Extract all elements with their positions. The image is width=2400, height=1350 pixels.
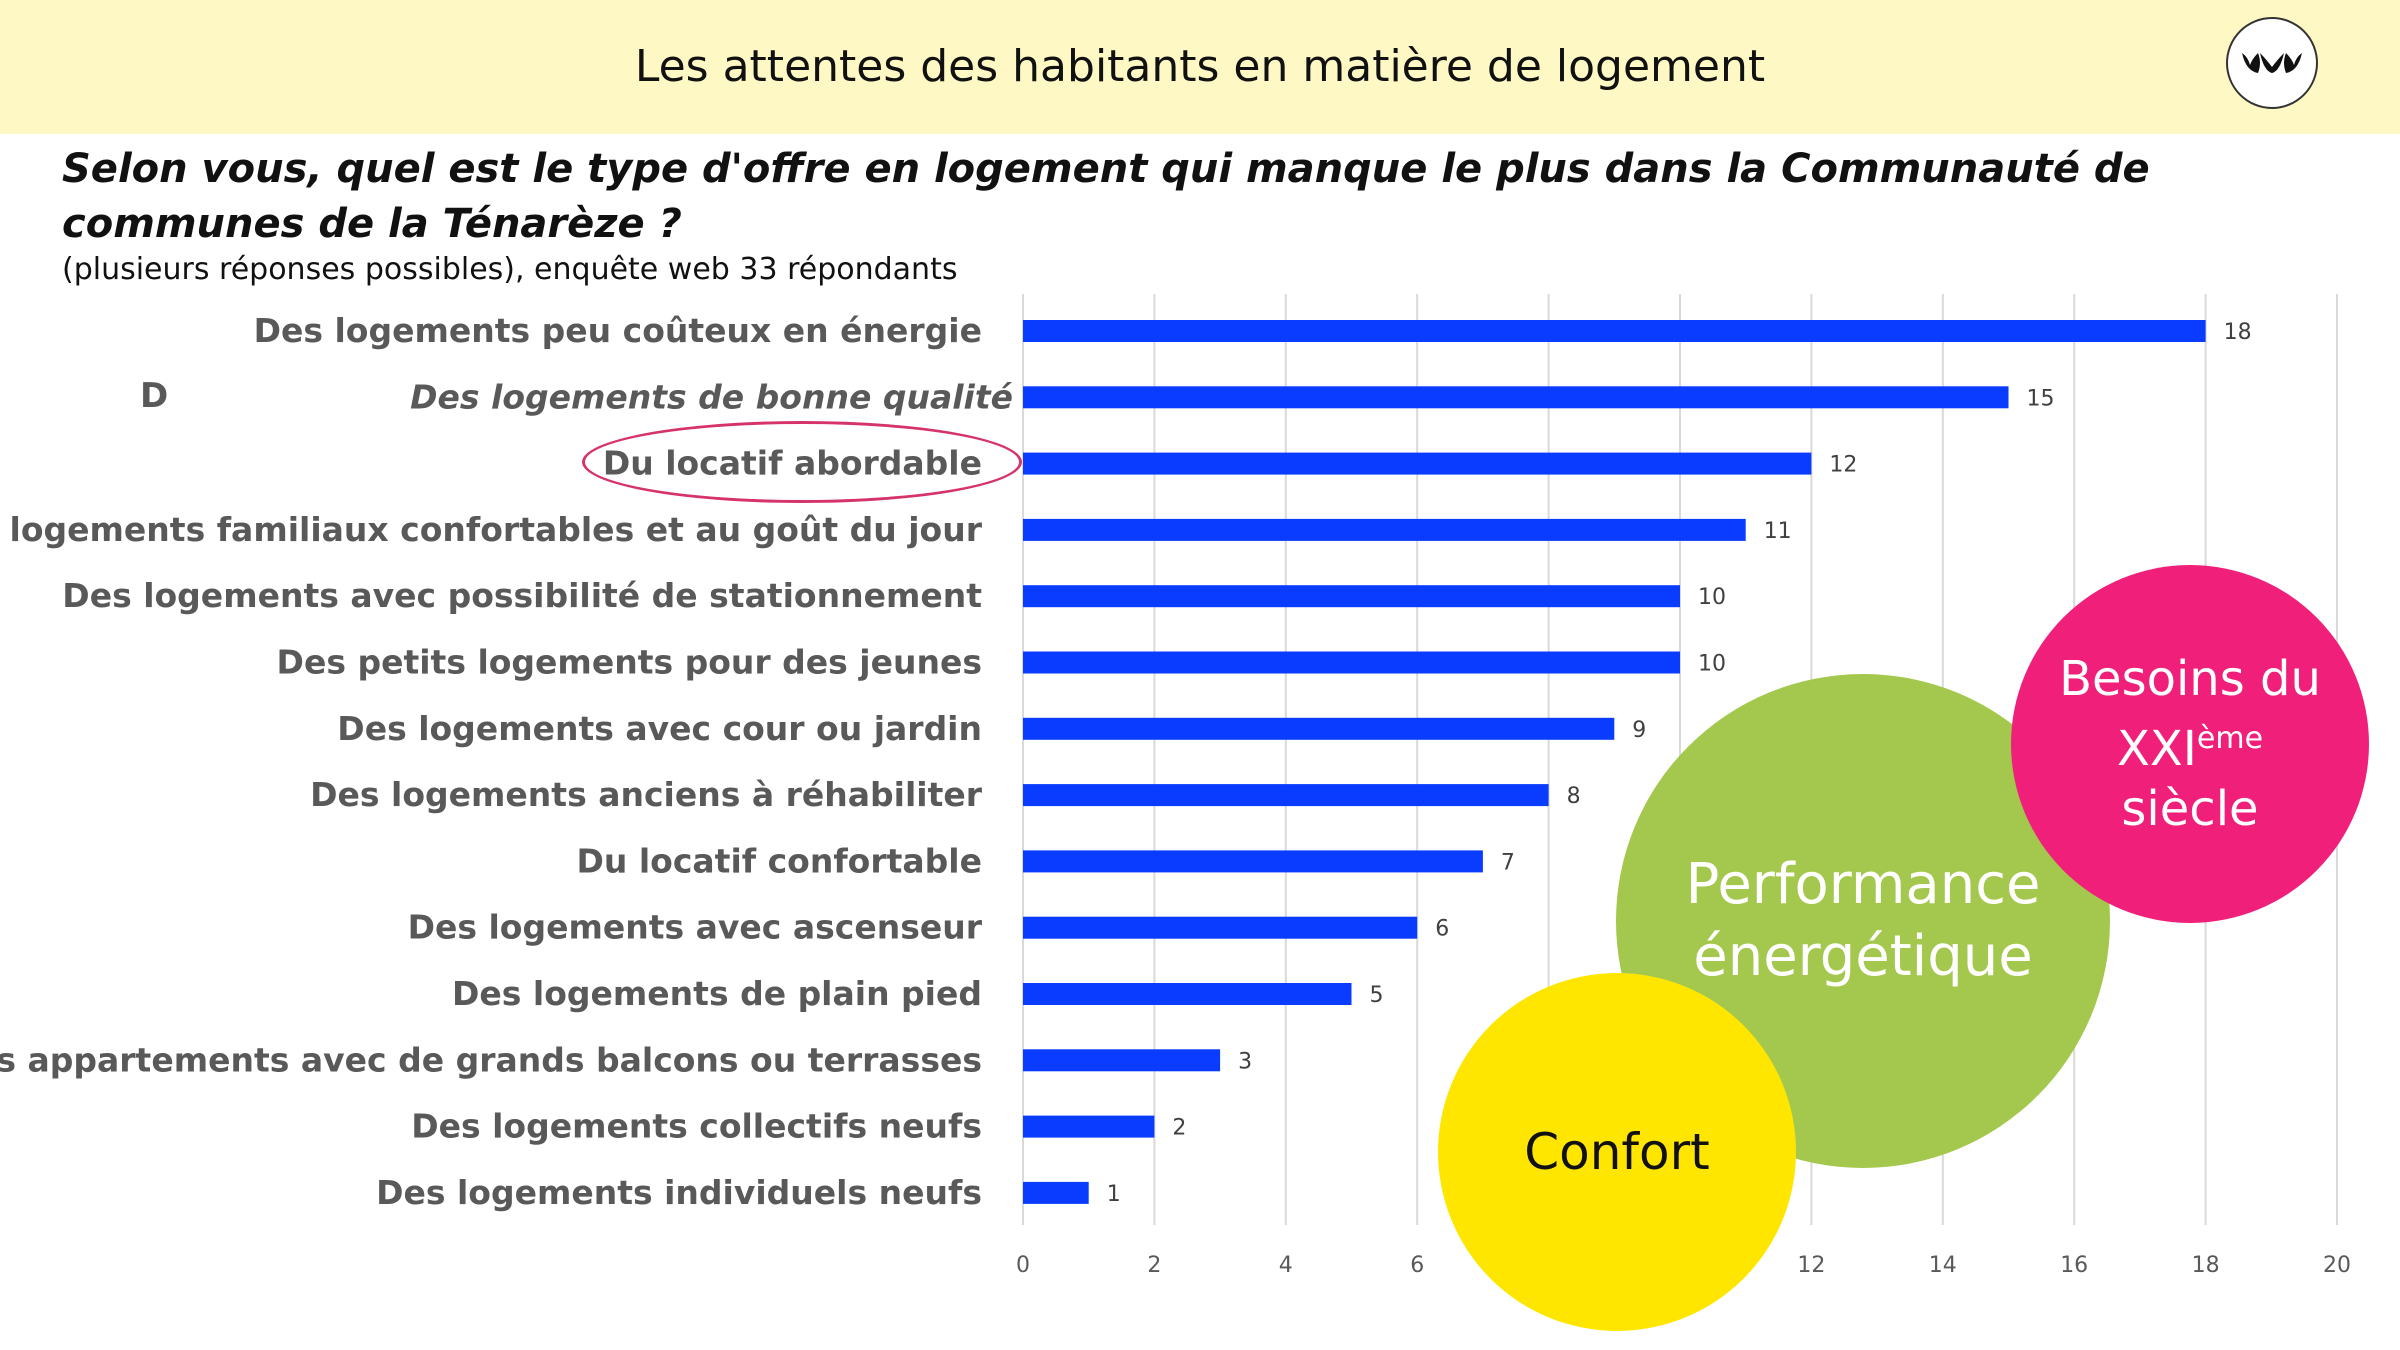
bubble-xxi-century: Besoins du XXIème siècle bbox=[2011, 565, 2369, 923]
x-tick-label: 4 bbox=[1279, 1253, 1293, 1278]
category-label: Des appartements avec de grands balcons … bbox=[0, 1040, 982, 1079]
header-bar: Les attentes des habitants en matière de… bbox=[0, 0, 2400, 134]
category-label: Des logements familiaux confortables et … bbox=[0, 510, 983, 549]
data-label: 18 bbox=[2224, 320, 2252, 345]
data-label: 6 bbox=[1435, 917, 1449, 942]
data-label: 8 bbox=[1567, 784, 1581, 809]
bubble-confort-text: Confort bbox=[1524, 1123, 1710, 1181]
bubble-xxi-sup: ème bbox=[2196, 721, 2264, 756]
page-title: Les attentes des habitants en matière de… bbox=[634, 41, 1766, 92]
x-tick-label: 20 bbox=[2323, 1253, 2351, 1278]
tulip-logo-icon bbox=[2226, 17, 2318, 109]
bar bbox=[1023, 518, 1746, 541]
bar bbox=[1023, 320, 2206, 342]
category-label: Des logements individuels neufs bbox=[376, 1173, 982, 1212]
bubble-xxi-line1: Besoins du bbox=[2059, 651, 2321, 707]
bar bbox=[1023, 651, 1680, 674]
bar bbox=[1023, 452, 1812, 475]
bar bbox=[1023, 1181, 1089, 1204]
x-tick-label: 16 bbox=[2060, 1253, 2088, 1278]
bubble-performance-text: Performance énergétique bbox=[1685, 852, 2041, 989]
bar bbox=[1023, 916, 1418, 939]
category-label: Du locatif confortable bbox=[576, 841, 982, 880]
bar bbox=[1023, 850, 1483, 873]
category-label: Des petits logements pour des jeunes bbox=[277, 643, 982, 682]
category-label: Des logements anciens à réhabiliter bbox=[310, 775, 983, 814]
bubble-xxi-line3: siècle bbox=[2121, 781, 2259, 837]
data-label: 11 bbox=[1764, 519, 1792, 544]
bubble-xxi-line2: XXI bbox=[2116, 721, 2197, 777]
data-label: 1 bbox=[1107, 1182, 1121, 1207]
highlight-ellipse bbox=[582, 421, 1022, 503]
x-tick-label: 2 bbox=[1147, 1253, 1161, 1278]
bar bbox=[1023, 1049, 1221, 1072]
category-label: Des logements avec cour ou jardin bbox=[337, 709, 982, 748]
category-label: Des logements de plain pied bbox=[452, 974, 982, 1013]
bubble-xxi-text: Besoins du XXIème siècle bbox=[2059, 649, 2321, 839]
x-tick-label: 0 bbox=[1016, 1253, 1030, 1278]
data-label: 2 bbox=[1172, 1116, 1186, 1141]
survey-subtitle: (plusieurs réponses possibles), enquête … bbox=[62, 252, 958, 287]
bubble-confort: Confort bbox=[1438, 973, 1796, 1331]
category-label: Des logements peu coûteux en énergie bbox=[254, 311, 982, 350]
x-tick-label: 14 bbox=[1929, 1253, 1957, 1278]
x-tick-label: 12 bbox=[1797, 1253, 1825, 1278]
bar bbox=[1023, 386, 2009, 409]
data-label: 12 bbox=[1829, 453, 1857, 478]
category-label: Des logements collectifs neufs bbox=[411, 1107, 982, 1146]
bar bbox=[1023, 983, 1352, 1005]
data-label: 7 bbox=[1501, 850, 1515, 875]
ghost-letter: D bbox=[140, 376, 169, 416]
bar bbox=[1023, 717, 1615, 740]
bar bbox=[1023, 585, 1680, 608]
data-label: 9 bbox=[1632, 718, 1646, 743]
data-label: 5 bbox=[1370, 983, 1384, 1008]
x-tick-label: 18 bbox=[2192, 1253, 2220, 1278]
data-label: 15 bbox=[2027, 386, 2055, 411]
data-label: 10 bbox=[1698, 585, 1726, 610]
survey-question: Selon vous, quel est le type d'offre en … bbox=[62, 146, 2150, 247]
category-label: Des logements de bonne qualité bbox=[410, 377, 1013, 416]
x-tick-label: 6 bbox=[1410, 1253, 1424, 1278]
bar bbox=[1023, 1115, 1155, 1138]
category-label: Des logements avec ascenseur bbox=[408, 908, 983, 947]
data-label: 3 bbox=[1238, 1049, 1252, 1074]
bar bbox=[1023, 784, 1549, 807]
data-label: 10 bbox=[1698, 652, 1726, 677]
category-label: Des logements avec possibilité de statio… bbox=[62, 576, 982, 615]
